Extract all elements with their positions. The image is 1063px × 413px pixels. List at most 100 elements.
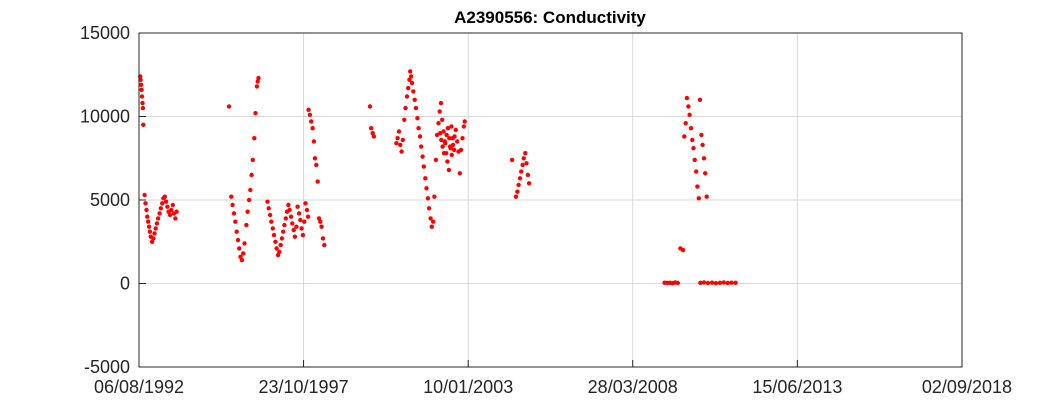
data-point [318, 219, 323, 224]
data-point [398, 142, 403, 148]
x-tick-label: 15/06/2013 [752, 377, 842, 397]
data-point [701, 280, 707, 285]
data-point [269, 219, 274, 224]
data-point [306, 107, 311, 113]
data-point [229, 194, 234, 199]
data-point [294, 224, 299, 229]
data-point [283, 216, 288, 221]
data-point [237, 246, 242, 251]
data-point [310, 126, 315, 131]
data-point [704, 194, 709, 199]
data-point [246, 197, 252, 203]
data-point [302, 219, 307, 224]
data-point [265, 199, 270, 204]
data-point [709, 280, 715, 285]
data-point [440, 144, 445, 149]
data-point [687, 112, 692, 118]
x-tick-label: 02/09/2018 [922, 377, 1012, 397]
data-point [408, 69, 413, 74]
data-point [683, 121, 688, 126]
data-point [525, 172, 531, 178]
data-point [367, 104, 373, 109]
data-point [174, 209, 179, 214]
data-point [309, 119, 314, 124]
data-point [729, 280, 734, 285]
data-point [449, 152, 454, 158]
data-point [436, 121, 441, 126]
data-point [141, 122, 146, 128]
data-point [513, 194, 519, 199]
data-point [403, 105, 408, 111]
data-point [691, 146, 696, 151]
data-point [452, 134, 457, 139]
data-point [407, 77, 412, 83]
data-point [521, 156, 526, 161]
data-point [370, 131, 375, 136]
data-point [151, 236, 156, 241]
data-point [230, 202, 235, 208]
x-tick-label: 28/03/2008 [588, 377, 678, 397]
data-point [146, 219, 151, 224]
data-point [725, 280, 730, 286]
data-point [409, 80, 415, 86]
y-tick-label: 10000 [80, 107, 130, 127]
data-point [462, 119, 467, 124]
data-point [517, 176, 523, 181]
data-point [425, 196, 431, 201]
data-point [233, 219, 238, 224]
data-point [519, 169, 524, 174]
data-point [440, 117, 445, 123]
data-point [146, 224, 152, 229]
data-point [686, 104, 691, 109]
data-point [695, 184, 700, 189]
data-points [138, 69, 738, 286]
data-point [680, 247, 686, 253]
data-point [256, 75, 261, 81]
data-point [163, 199, 169, 204]
data-point [404, 94, 410, 99]
data-point [449, 124, 454, 129]
data-point [155, 216, 161, 221]
data-point [369, 126, 374, 131]
data-point [516, 182, 521, 188]
data-point [424, 186, 429, 191]
data-point [733, 280, 738, 285]
data-point [239, 257, 245, 263]
data-point [394, 141, 399, 146]
data-point [241, 251, 246, 256]
data-point [412, 97, 417, 103]
data-point [278, 242, 283, 248]
data-point [428, 216, 433, 221]
data-point [461, 124, 466, 129]
data-point [140, 100, 145, 106]
data-point [448, 146, 453, 151]
data-point [457, 171, 462, 176]
data-point [238, 254, 243, 259]
data-point [460, 136, 465, 141]
data-point [139, 82, 144, 88]
data-point [675, 280, 680, 286]
data-point [399, 149, 404, 154]
y-axis-ticks: -5000 0 5000 10000 15000 [80, 23, 146, 377]
data-point [438, 100, 444, 106]
data-point [688, 126, 694, 131]
data-point [250, 157, 255, 163]
data-point [697, 97, 703, 103]
data-point [699, 132, 704, 138]
data-point [292, 234, 298, 239]
data-point [441, 151, 447, 156]
y-tick-label: 15000 [80, 23, 130, 43]
data-point [433, 157, 439, 163]
data-point [682, 134, 687, 139]
data-point [144, 207, 149, 213]
data-point [717, 280, 723, 285]
data-point [438, 131, 443, 136]
data-point [303, 201, 308, 206]
data-point [444, 132, 449, 138]
data-point [432, 194, 437, 199]
data-point [270, 226, 275, 231]
grid-lines [138, 32, 963, 368]
data-point [694, 169, 699, 174]
data-point [142, 192, 147, 198]
x-tick-label: 06/08/1992 [94, 377, 184, 397]
